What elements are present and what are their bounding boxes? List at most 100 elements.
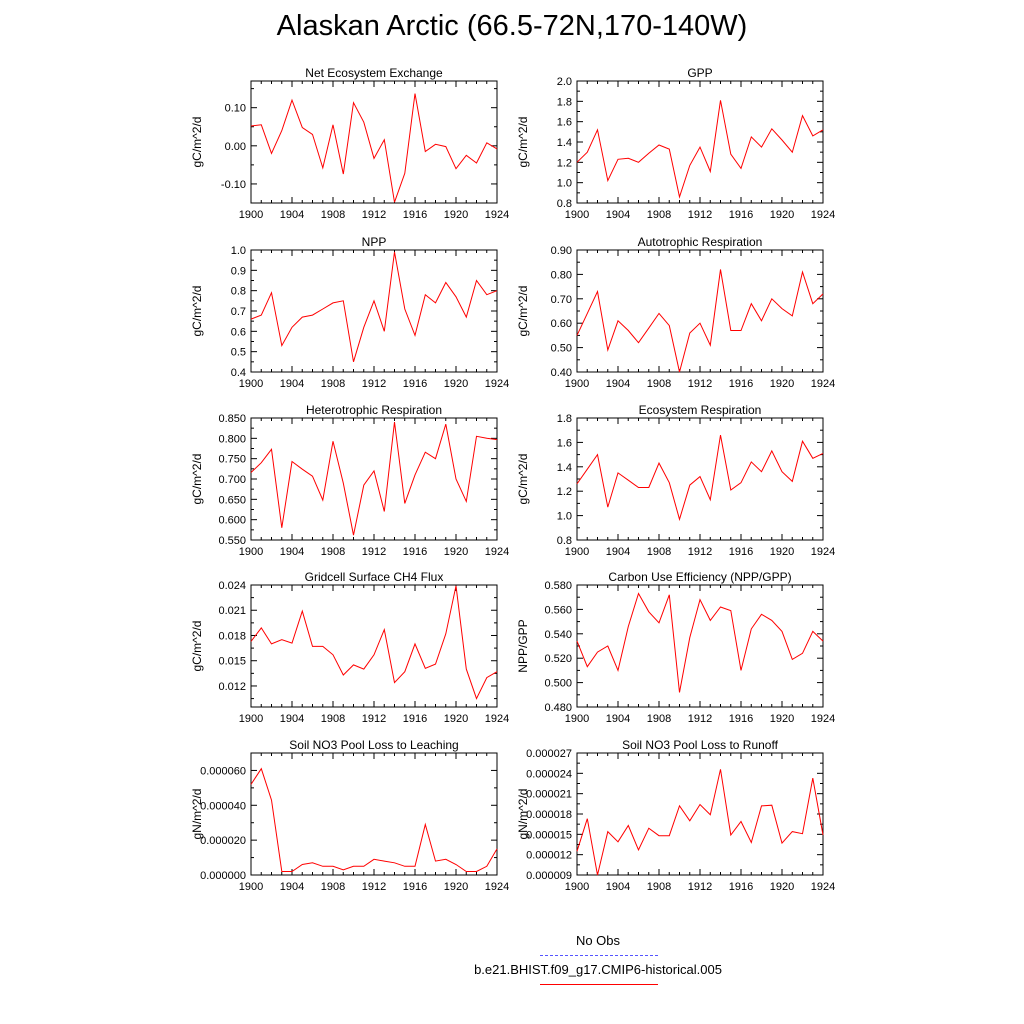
x-tick-label: 1920 (444, 209, 468, 221)
panel-7: Carbon Use Efficiency (NPP/GPP) NPP/GPP 19… (516, 570, 835, 725)
y-tick-label: 0.5 (231, 347, 246, 359)
y-tick-label: 0.600 (218, 515, 246, 527)
x-tick-label: 1920 (444, 713, 468, 725)
panel-frame (576, 584, 824, 708)
y-tick-label: 0.10 (225, 103, 246, 115)
legend-model-line (540, 984, 658, 985)
x-tick-label: 1912 (688, 378, 712, 390)
x-tick-label: 1920 (770, 209, 794, 221)
panel-title: Soil NO3 Pool Loss to Leaching (289, 738, 458, 752)
series-line-0 (250, 93, 498, 203)
y-tick-label: 1.4 (557, 137, 572, 149)
x-tick-label: 1900 (239, 546, 263, 558)
y-tick-label: 0.00 (225, 141, 246, 153)
panel-4: Heterotrophic Respiration gC/m^2/d 1900 190… (190, 403, 509, 558)
x-tick-label: 1912 (688, 546, 712, 558)
series-line-0 (576, 269, 824, 373)
x-tick-label: 1924 (485, 881, 509, 893)
y-axis-label: gC/m^2/d (190, 117, 204, 168)
y-tick-label: 0.50 (551, 343, 572, 355)
y-tick-label: 0.024 (218, 580, 246, 592)
x-tick-label: 1912 (688, 209, 712, 221)
y-tick-label: 0.7 (231, 306, 246, 318)
y-tick-label: 0.000018 (526, 809, 572, 821)
panel-frame (250, 80, 498, 204)
y-axis-label: NPP/GPP (516, 619, 530, 672)
x-tick-label: 1904 (280, 209, 304, 221)
x-tick-label: 1912 (362, 209, 386, 221)
panel-frame (576, 417, 824, 541)
legend-model-label: b.e21.BHIST.f09_g17.CMIP6-historical.005 (474, 962, 722, 977)
y-tick-label: 0.750 (218, 454, 246, 466)
x-tick-label: 1924 (485, 713, 509, 725)
x-tick-label: 1920 (770, 546, 794, 558)
panel-8: Soil NO3 Pool Loss to Leaching gN/m^2/d 19… (190, 738, 509, 893)
x-tick-label: 1912 (362, 713, 386, 725)
x-tick-label: 1908 (321, 881, 345, 893)
y-tick-label: 0.000020 (200, 835, 246, 847)
x-tick-label: 1916 (729, 881, 753, 893)
x-tick-label: 1908 (647, 209, 671, 221)
y-tick-label: 0.40 (551, 367, 572, 379)
x-tick-label: 1904 (606, 713, 630, 725)
y-tick-label: 0.000027 (526, 748, 572, 760)
x-tick-label: 1924 (811, 209, 835, 221)
y-tick-label: 0.500 (544, 678, 572, 690)
series-line-0 (250, 585, 498, 700)
x-tick-label: 1920 (770, 713, 794, 725)
x-tick-label: 1916 (729, 209, 753, 221)
panel-5: Ecosystem Respiration gC/m^2/d 1900 1904 190… (516, 403, 835, 558)
y-axis-label: gC/m^2/d (190, 454, 204, 505)
y-tick-label: 0.80 (551, 269, 572, 281)
x-tick-label: 1916 (403, 713, 427, 725)
x-tick-label: 1908 (647, 881, 671, 893)
y-tick-label: 1.0 (231, 245, 246, 257)
x-tick-label: 1916 (403, 546, 427, 558)
y-tick-label: 0.8 (231, 286, 246, 298)
x-tick-label: 1912 (362, 546, 386, 558)
panel-title: Ecosystem Respiration (639, 403, 762, 417)
panel-1: GPP gC/m^2/d 1900 1904 1908 1912 1916 1920 1924 0… (516, 66, 835, 221)
x-tick-label: 1920 (444, 546, 468, 558)
panel-title: Soil NO3 Pool Loss to Runoff (622, 738, 779, 752)
x-tick-label: 1900 (565, 546, 589, 558)
x-tick-label: 1916 (403, 378, 427, 390)
y-tick-label: 1.6 (557, 117, 572, 129)
y-tick-label: 0.580 (544, 580, 572, 592)
panel-3: Autotrophic Respiration gC/m^2/d 1900 1904 1… (516, 235, 835, 390)
y-tick-label: 0.000040 (200, 800, 246, 812)
y-tick-label: 0.8 (557, 535, 572, 547)
x-tick-label: 1924 (811, 546, 835, 558)
y-tick-label: 0.000000 (200, 870, 246, 882)
x-tick-label: 1916 (729, 378, 753, 390)
x-tick-label: 1920 (770, 378, 794, 390)
y-tick-label: 1.4 (557, 462, 572, 474)
y-tick-label: 0.018 (218, 630, 246, 642)
y-tick-label: 2.0 (557, 76, 572, 88)
x-tick-label: 1916 (403, 209, 427, 221)
x-tick-label: 1904 (280, 378, 304, 390)
y-tick-label: 1.0 (557, 178, 572, 190)
y-tick-label: 0.015 (218, 656, 246, 668)
series-line-0 (576, 769, 824, 876)
y-tick-label: 1.2 (557, 486, 572, 498)
x-tick-label: 1900 (239, 713, 263, 725)
x-tick-label: 1924 (485, 209, 509, 221)
y-tick-label: 1.6 (557, 437, 572, 449)
x-tick-label: 1920 (444, 378, 468, 390)
panel-9: Soil NO3 Pool Loss to Runoff gN/m^2/d 1900… (516, 738, 835, 893)
panel-frame (250, 249, 498, 373)
panel-title: NPP (362, 235, 387, 249)
legend-obs-line (540, 955, 658, 956)
x-tick-label: 1908 (321, 546, 345, 558)
y-tick-label: 0.4 (231, 367, 246, 379)
panel-frame (250, 417, 498, 541)
x-tick-label: 1916 (403, 881, 427, 893)
y-tick-label: 0.550 (218, 535, 246, 547)
x-tick-label: 1904 (606, 546, 630, 558)
y-tick-label: 0.000024 (526, 768, 572, 780)
y-tick-label: 0.000009 (526, 870, 572, 882)
x-tick-label: 1904 (606, 378, 630, 390)
panel-frame (576, 752, 824, 876)
